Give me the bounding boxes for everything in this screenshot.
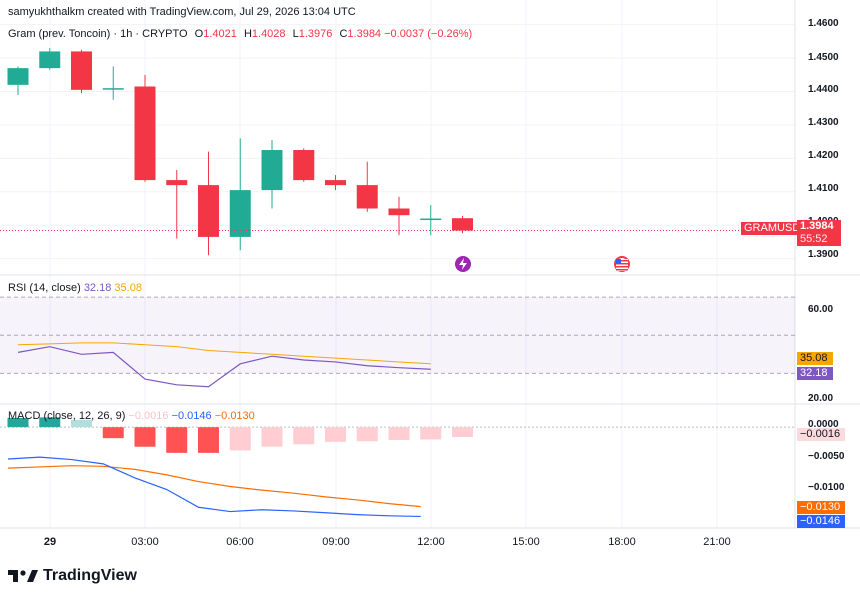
candle-up [102, 88, 124, 90]
macd-line [7, 456, 421, 518]
price-axis-label: 1.3900 [808, 249, 839, 260]
macd-histogram-bar [198, 427, 219, 453]
rsi-title: RSI (14, close) [8, 282, 81, 294]
macd-histogram-bar [229, 427, 251, 451]
time-axis-label: 18:00 [608, 536, 636, 548]
ticker-tag: GRAMUSD [741, 222, 804, 235]
time-axis-label: 21:00 [703, 536, 731, 548]
rsi-legend[interactable]: RSI (14, close) 32.18 35.08 [8, 282, 142, 294]
macd-histogram-bar [166, 427, 188, 453]
price-axis-label: 1.4500 [808, 52, 839, 63]
time-axis-label: 03:00 [131, 536, 159, 548]
macd-histogram-bar [71, 419, 92, 428]
symbol-name[interactable]: Gram (prev. Toncoin) [8, 28, 111, 40]
macd-line-tag: −0.0146 [797, 515, 845, 528]
tradingview-logo[interactable]: TradingView [8, 567, 137, 585]
macd-histogram-bar [102, 427, 124, 439]
candle-down [134, 86, 156, 181]
candle-down [388, 208, 410, 216]
rsi-value: 32.18 [83, 282, 112, 294]
price-axis-label: 1.4200 [808, 150, 839, 161]
candle-down [198, 185, 219, 237]
symbol-legend: Gram (prev. Toncoin) · 1h · CRYPTO O1.40… [8, 28, 473, 40]
macd-signal-line [7, 465, 421, 508]
chart-attribution: samyukhthalkm created with TradingView.c… [8, 6, 356, 18]
time-axis-label: 15:00 [512, 536, 540, 548]
macd-histogram-bar [388, 427, 410, 441]
time-axis-label: 12:00 [417, 536, 445, 548]
time-axis-label: 29 [43, 536, 57, 548]
rsi-ma-value: 35.08 [114, 282, 142, 294]
macd-histogram-bar [452, 427, 473, 437]
macd-line-value: −0.0146 [171, 410, 212, 422]
macd-axis-label: −0.0050 [808, 451, 845, 462]
ohlc-change: −0.0037 (−0.26%) [384, 28, 473, 40]
macd-legend[interactable]: MACD (close, 12, 26, 9) −0.0016 −0.0146 … [8, 410, 255, 422]
rsi-axis-label: 60.00 [808, 304, 834, 315]
symbol-interval: 1h [120, 28, 133, 40]
candle-down [356, 185, 378, 209]
macd-signal-tag: −0.0130 [797, 501, 845, 514]
macd-axis-label: −0.0100 [808, 482, 845, 493]
macd-histogram-bar [420, 427, 442, 440]
rsi-ma-tag: 35.08 [797, 352, 833, 365]
last-price: 1.3984 [800, 220, 834, 232]
rsi-line [17, 346, 431, 388]
price-axis-label: 1.4100 [808, 183, 839, 194]
candle-down [166, 180, 188, 186]
macd-hist-tag: −0.0016 [797, 428, 845, 441]
candle-up [261, 150, 283, 191]
symbol-exchange: CRYPTO [142, 28, 188, 40]
macd-histogram-bar [356, 427, 378, 442]
lightning-event-icon[interactable] [455, 256, 471, 272]
macd-hist-value: −0.0016 [128, 410, 169, 422]
macd-axis-label: 0.0000 [808, 419, 839, 430]
candle-down [452, 218, 473, 231]
macd-histogram-bar [39, 417, 61, 428]
rsi-ma-line [17, 342, 431, 365]
macd-signal-value: −0.0130 [214, 410, 255, 422]
candle-up [39, 51, 61, 69]
macd-histogram-bar [261, 427, 283, 447]
macd-histogram-bar [134, 427, 156, 447]
ohlc-low: 1.3976 [298, 28, 333, 40]
candle-up [420, 218, 442, 221]
candle-down [71, 51, 92, 90]
bar-countdown: 55:52 [800, 233, 828, 245]
rsi-axis-label: 20.00 [808, 393, 834, 404]
rsi-band [0, 297, 795, 374]
price-axis-label: 1.4400 [808, 84, 839, 95]
macd-histogram-bar [325, 427, 346, 442]
us-flag-event-icon[interactable] [614, 256, 630, 272]
candle-down [293, 150, 315, 181]
candle-up [229, 190, 251, 237]
ohlc-open: 1.4021 [203, 28, 237, 40]
rsi-value-tag: 32.18 [797, 367, 833, 380]
last-price-tag: 1.3984 55:52 [797, 220, 841, 246]
tradingview-logo-text: TradingView [43, 567, 137, 584]
time-axis-label: 06:00 [226, 536, 254, 548]
macd-histogram-bar [7, 418, 29, 428]
ohlc-high: 1.4028 [251, 28, 286, 40]
price-axis-label: 1.4300 [808, 117, 839, 128]
price-axis-label: 1.4600 [808, 18, 839, 29]
tradingview-logo-icon [8, 570, 38, 582]
time-axis-label: 09:00 [322, 536, 350, 548]
macd-histogram-bar [293, 427, 315, 445]
candle-up [7, 68, 29, 85]
candle-down [325, 180, 346, 186]
ohlc-close: 1.3984 [347, 28, 382, 40]
macd-title: MACD (close, 12, 26, 9) [8, 410, 126, 422]
